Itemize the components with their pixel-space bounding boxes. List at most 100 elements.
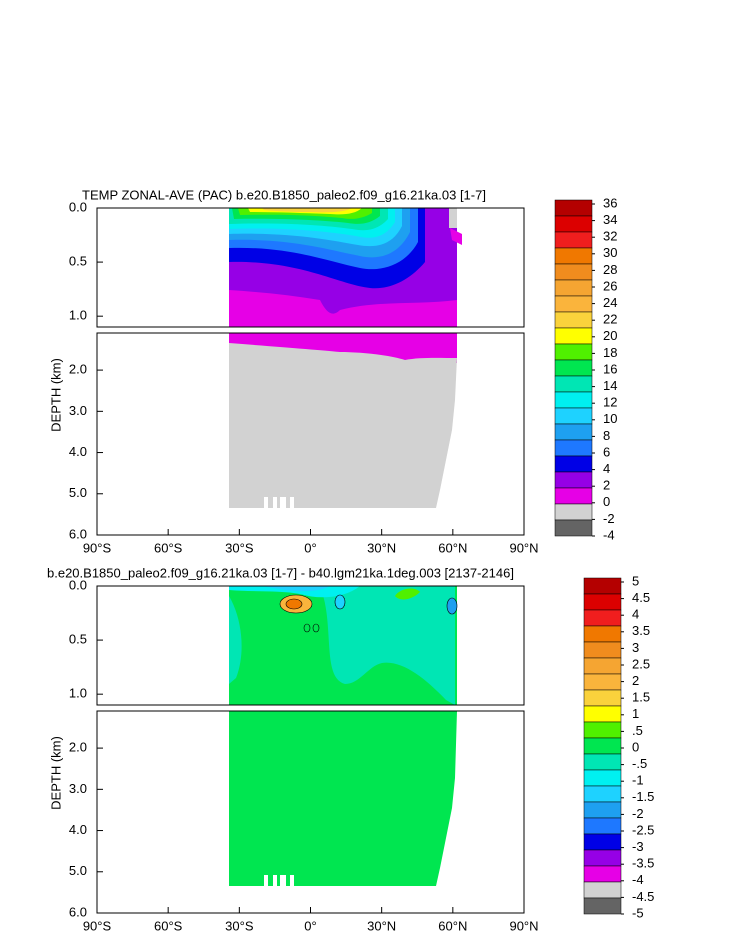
colorbar-box <box>583 817 622 835</box>
plot-frame <box>96 207 525 328</box>
colorbar-box <box>554 455 593 473</box>
colorbar-box <box>583 833 622 851</box>
colorbar-box <box>583 689 622 707</box>
x-tick-label: 30°N <box>367 918 396 933</box>
colorbar-label: 22 <box>603 312 617 327</box>
colorbar-label: 0 <box>632 739 639 754</box>
y-tick-label: 0.5 <box>69 254 87 269</box>
colorbar-box <box>583 753 622 771</box>
colorbar-label: 4 <box>603 461 610 476</box>
colorbar-box <box>554 519 593 537</box>
colorbar-box <box>554 423 593 441</box>
colorbar-box <box>554 263 593 281</box>
x-tick-label: 90°N <box>509 540 538 555</box>
colorbar-box <box>554 247 593 265</box>
x-tick-label: 60°S <box>154 918 183 933</box>
colorbar-label: 28 <box>603 262 617 277</box>
colorbar-label: -3.5 <box>632 856 654 871</box>
x-tick-label: 90°S <box>83 540 112 555</box>
y-tick-label: 0.5 <box>69 632 87 647</box>
colorbar-label: -3 <box>632 839 644 854</box>
colorbar-label: 12 <box>603 395 617 410</box>
colorbar-label: -4 <box>603 527 615 542</box>
colorbar-label: 8 <box>603 428 610 443</box>
colorbar-label: -2.5 <box>632 822 654 837</box>
colorbar-label: -4.5 <box>632 889 654 904</box>
colorbar-box <box>583 577 622 595</box>
colorbar-label: -.5 <box>632 756 647 771</box>
x-tick-label: 30°S <box>225 540 254 555</box>
colorbar-label: 20 <box>603 328 617 343</box>
x-tick-label: 60°S <box>154 540 183 555</box>
colorbar-label: -1 <box>632 773 644 788</box>
y-tick-label: 5.0 <box>69 485 87 500</box>
colorbar-label: -4 <box>632 872 644 887</box>
colorbar-label: 5 <box>632 573 639 588</box>
colorbar-box <box>583 881 622 899</box>
field-bottom <box>229 586 458 886</box>
colorbar-box <box>583 593 622 611</box>
colorbar-box <box>554 295 593 313</box>
colorbar-box <box>583 865 622 883</box>
colorbar-box <box>554 439 593 457</box>
plot-frame <box>96 585 525 706</box>
colorbar-box <box>583 849 622 867</box>
x-tick-label: 90°S <box>83 918 112 933</box>
colorbar-box <box>583 641 622 659</box>
colorbar-label: 3 <box>632 640 639 655</box>
colorbar-label: -1.5 <box>632 789 654 804</box>
colorbar-label: 2.5 <box>632 656 650 671</box>
colorbar-label: 34 <box>603 212 617 227</box>
colorbar-box <box>583 785 622 803</box>
colorbar-label: 30 <box>603 245 617 260</box>
colorbar-box <box>583 769 622 787</box>
y-tick-label: 1.0 <box>69 686 87 701</box>
colorbar-label: 2 <box>603 478 610 493</box>
colorbar-box <box>583 705 622 723</box>
x-tick-label: 60°N <box>438 540 467 555</box>
x-tick-label: 30°S <box>225 918 254 933</box>
y-tick-label: 0.0 <box>69 199 87 214</box>
y-tick-label: 2.0 <box>69 362 87 377</box>
colorbar-box <box>554 487 593 505</box>
y-tick-label: 4.0 <box>69 822 87 837</box>
colorbar-label: 4 <box>632 607 639 622</box>
x-tick-label: 0° <box>304 540 316 555</box>
colorbar-label: 26 <box>603 278 617 293</box>
colorbar-label: 16 <box>603 361 617 376</box>
x-tick-label: 60°N <box>438 918 467 933</box>
colorbar-label: -2 <box>632 806 644 821</box>
colorbar-label: 14 <box>603 378 617 393</box>
colorbar-box <box>583 897 622 915</box>
colorbar-box <box>583 737 622 755</box>
chart-title: b.e20.B1850_paleo2.f09_g16.21ka.03 [1-7]… <box>47 565 514 580</box>
colorbar-label: .5 <box>632 723 643 738</box>
y-tick-label: 6.0 <box>69 526 87 541</box>
colorbar-label: 24 <box>603 295 617 310</box>
colorbar-box <box>554 327 593 345</box>
colorbar-box <box>583 625 622 643</box>
colorbar-label: 36 <box>603 195 617 210</box>
colorbar-label: 18 <box>603 345 617 360</box>
colorbar-box <box>583 801 622 819</box>
colorbar-label: 6 <box>603 444 610 459</box>
y-tick-label: 1.0 <box>69 308 87 323</box>
y-tick-label: 6.0 <box>69 904 87 919</box>
colorbar-box <box>583 609 622 627</box>
colorbar-label: 4.5 <box>632 590 650 605</box>
colorbar-label: 2 <box>632 673 639 688</box>
colorbar-box <box>583 657 622 675</box>
colorbar-label: 32 <box>603 229 617 244</box>
y-axis-label: DEPTH (km) <box>48 736 63 810</box>
field-top <box>229 208 462 508</box>
y-tick-label: 5.0 <box>69 863 87 878</box>
colorbar-box <box>554 359 593 377</box>
colorbar-box <box>554 375 593 393</box>
colorbar-box <box>554 407 593 425</box>
x-tick-label: 0° <box>304 918 316 933</box>
y-axis-label: DEPTH (km) <box>48 358 63 432</box>
y-tick-label: 3.0 <box>69 403 87 418</box>
colorbar-box <box>554 231 593 249</box>
colorbar-label: 10 <box>603 411 617 426</box>
